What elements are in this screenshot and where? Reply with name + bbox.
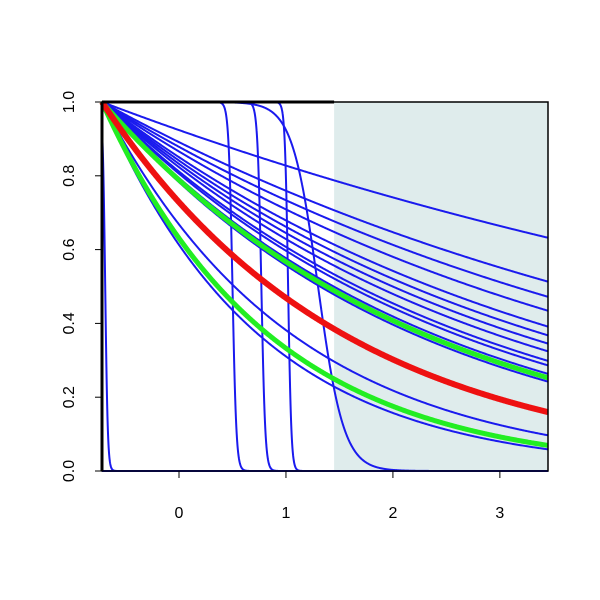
series-line-blue-3 xyxy=(101,101,549,312)
y-tick-label: 0.2 xyxy=(61,386,78,408)
series-line-blue-13 xyxy=(101,101,549,451)
y-tick-label: 1.0 xyxy=(61,91,78,113)
series-line-blue-6 xyxy=(101,101,549,345)
y-tick-label: 0.6 xyxy=(61,238,78,260)
series-line-blue-8 xyxy=(101,101,549,362)
series-line-blue-7 xyxy=(101,101,549,353)
series-line-blue-1 xyxy=(101,101,549,283)
x-tick-label: 0 xyxy=(175,505,184,522)
series-line-blue-0 xyxy=(101,101,549,239)
series-line-blue-5 xyxy=(101,101,549,337)
series-line-blue-4 xyxy=(101,101,549,328)
series-line-green-21 xyxy=(99,100,550,448)
series-line-red-22 xyxy=(99,100,551,416)
series-line-green-20 xyxy=(100,100,550,381)
series-line-blue-12 xyxy=(101,101,549,437)
y-tick-label: 0.8 xyxy=(61,165,78,187)
x-tick-label: 3 xyxy=(495,505,504,522)
series-line-blue-2 xyxy=(101,101,549,298)
series-line-blue-9 xyxy=(101,101,549,367)
x-tick-label: 2 xyxy=(388,505,397,522)
y-tick-label: 0.4 xyxy=(61,312,78,334)
x-tick-label: 1 xyxy=(282,505,291,522)
y-tick-label: 0.0 xyxy=(61,460,78,482)
